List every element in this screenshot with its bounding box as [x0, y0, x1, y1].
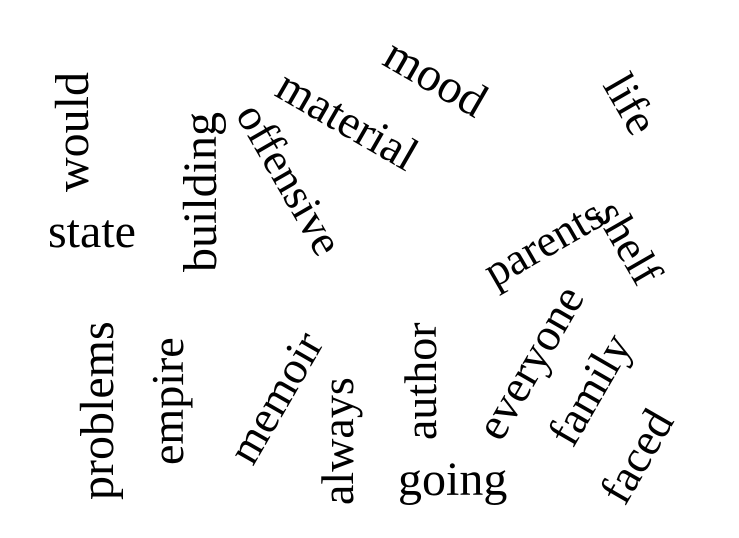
word-empire: empire [142, 337, 193, 465]
word-going: going [398, 453, 508, 506]
word-would: would [46, 72, 99, 192]
word-always: always [312, 377, 363, 505]
word-author: author [395, 322, 446, 440]
word-parents: parents [474, 188, 613, 297]
word-problems: problems [71, 321, 124, 500]
word-state: state [48, 205, 136, 258]
word-faced: faced [589, 400, 684, 512]
word-life: life [593, 64, 669, 144]
word-mood: mood [375, 27, 497, 128]
word-shelf: shelf [585, 192, 673, 294]
word-building: building [174, 111, 227, 272]
